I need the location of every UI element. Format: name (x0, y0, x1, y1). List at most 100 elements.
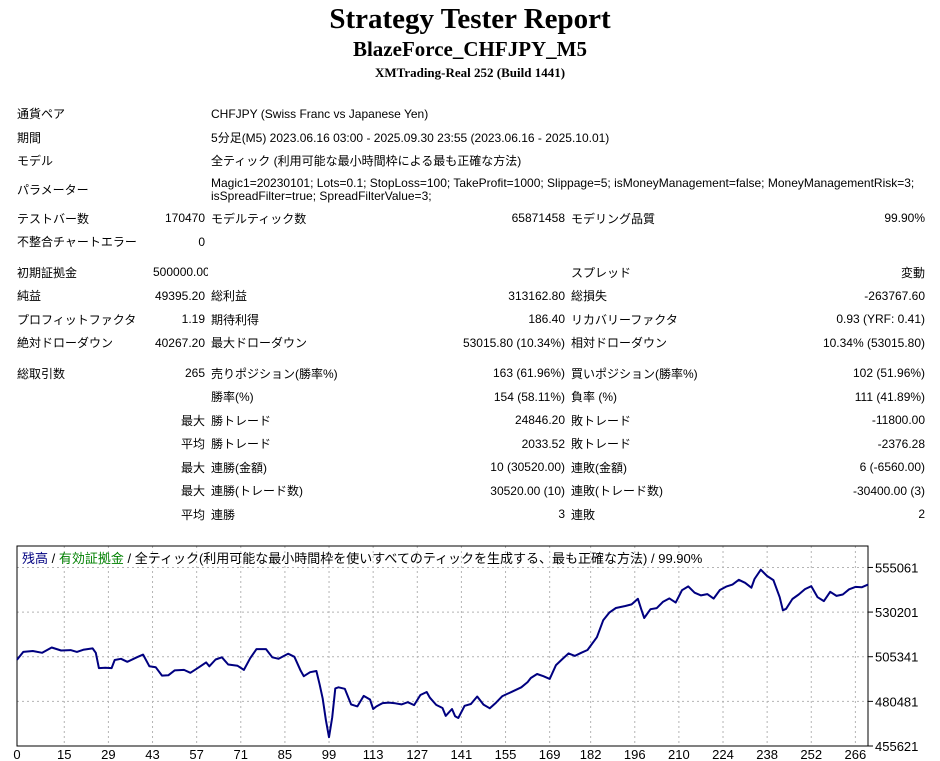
x-tick-17: 238 (756, 747, 778, 761)
row-parameters: パラメーター Magic1=20230101; Lots=0.1; StopLo… (14, 173, 928, 207)
short-value: 163 (61.96%) (492, 366, 566, 381)
row-profit-factor: プロフィットファクタ 1.19 期待利得 186.40 リカバリーファクタ 0.… (14, 308, 928, 332)
trades-value: 265 (184, 366, 206, 381)
avg-word: 平均 (181, 437, 206, 452)
y-tick-3: 530201 (875, 605, 918, 620)
row-max-trade: 最大 勝トレード 24846.20 敗トレード -11800.00 (14, 409, 928, 433)
row-bars: テストバー数 170470 モデルティック数 65871458 モデリング品質 … (14, 207, 928, 231)
x-tick-13: 182 (580, 747, 602, 761)
spread-value: 変動 (901, 265, 926, 280)
avg-loss-trade-value: -2376.28 (877, 436, 926, 451)
row-period: 期間 5分足(M5) 2023.06.16 03:00 - 2025.09.30… (14, 126, 928, 150)
period-label: 期間 (17, 130, 42, 145)
balance-line (16, 568, 869, 739)
bars-label: テストバー数 (17, 211, 90, 226)
x-tick-11: 155 (495, 747, 517, 761)
balance-chart: 残高 / 有効証拠金 / 全ティック(利用可能な最小時間枠を使いすべてのティック… (13, 545, 918, 761)
legend-sep-1: / (48, 551, 59, 566)
loss-rate-value: 111 (41.89%) (854, 389, 926, 404)
deposit-value: 500000.00 (153, 265, 209, 280)
ticks-value: 65871458 (511, 211, 566, 226)
max-dd-value: 53015.80 (10.34%) (462, 335, 566, 350)
expected-value: 186.40 (528, 312, 566, 327)
y-tick-4: 555061 (875, 560, 918, 575)
max-dd-label: 最大ドローダウン (211, 336, 308, 351)
rel-dd-label: 相対ドローダウン (571, 336, 668, 351)
model-label: モデル (17, 154, 54, 169)
gross-loss-value: -263767.60 (864, 288, 926, 303)
x-tick-7: 99 (322, 747, 336, 761)
recovery-value: 0.93 (YRF: 0.41) (836, 312, 926, 327)
row-trades: 総取引数 265 売りポジション(勝率%) 163 (61.96%) 買いポジシ… (14, 362, 928, 386)
cons-win-trades-value: 30520.00 (10) (490, 483, 566, 498)
max-word-2: 最大 (181, 460, 206, 475)
row-avg-trade: 平均 勝トレード 2033.52 敗トレード -2376.28 (14, 432, 928, 456)
row-win-rate: 勝率(%) 154 (58.11%) 負率 (%) 111 (41.89%) (14, 385, 928, 409)
recovery-label: リカバリーファクタ (571, 312, 678, 327)
pf-label: プロフィットファクタ (17, 312, 137, 327)
report-title: Strategy Tester Report (329, 3, 611, 35)
win-rate-value: 154 (58.11%) (493, 389, 566, 404)
short-label: 売りポジション(勝率%) (211, 366, 338, 381)
avg-cons-win-label: 連勝 (211, 507, 236, 522)
symbol-value: CHFJPY (Swiss Franc vs Japanese Yen) (211, 106, 429, 121)
max-word-3: 最大 (181, 484, 206, 499)
net-label: 純益 (17, 289, 42, 304)
legend-balance: 残高 (22, 551, 48, 566)
trades-label: 総取引数 (17, 366, 66, 381)
avg-word-2: 平均 (181, 507, 206, 522)
x-tick-6: 85 (278, 747, 292, 761)
row-net: 純益 49395.20 総利益 313162.80 総損失 -263767.60 (14, 284, 928, 308)
period-value: 5分足(M5) 2023.06.16 03:00 - 2025.09.30 23… (211, 130, 610, 145)
x-tick-15: 210 (668, 747, 690, 761)
report-table: 通貨ペア CHFJPY (Swiss Franc vs Japanese Yen… (14, 102, 928, 526)
row-model: モデル 全ティック (利用可能な最小時間枠による最も正確な方法) (14, 149, 928, 173)
mismatch-value: 0 (198, 234, 206, 249)
legend-sep-3: / (647, 551, 658, 566)
max-win-trade-value: 24846.20 (514, 413, 566, 428)
long-value: 102 (51.96%) (852, 366, 926, 381)
y-tick-2: 505341 (875, 650, 918, 665)
x-tick-3: 43 (145, 747, 159, 761)
gross-profit-label: 総利益 (211, 289, 248, 304)
chart-legend: 残高 / 有効証拠金 / 全ティック(利用可能な最小時間枠を使いすべてのティック… (22, 551, 703, 566)
params-value: Magic1=20230101; Lots=0.1; StopLoss=100;… (211, 175, 915, 203)
abs-dd-value: 40267.20 (154, 335, 206, 350)
row-deposit: 初期証拠金 500000.00 スプレッド 変動 (14, 261, 928, 285)
x-axis-ticks: 0 15 29 43 57 71 85 99 113 127 141 155 169 182 196 210 2… (13, 747, 866, 761)
y-axis-ticks: 455621 480481 505341 530201 555061 (868, 560, 918, 754)
max-loss-trade-value: -11800.00 (871, 413, 926, 428)
quality-label: モデリング品質 (571, 211, 656, 226)
row-cons-amount: 最大 連勝(金額) 10 (30520.00) 連敗(金額) 6 (-6560.… (14, 456, 928, 480)
cons-loss-amount-value: 6 (-6560.00) (859, 460, 926, 475)
x-tick-16: 224 (712, 747, 734, 761)
row-cons-trades: 最大 連勝(トレード数) 30520.00 (10) 連敗(トレード数) -30… (14, 479, 928, 503)
cons-loss-trades-label: 連敗(トレード数) (571, 484, 664, 499)
x-tick-2: 29 (101, 747, 115, 761)
row-symbol: 通貨ペア CHFJPY (Swiss Franc vs Japanese Yen… (14, 102, 928, 126)
x-tick-19: 266 (845, 747, 867, 761)
legend-quality: 99.90% (658, 551, 703, 566)
loss-rate-label: 負率 (%) (571, 390, 618, 405)
cons-win-trades-label: 連勝(トレード数) (211, 484, 304, 499)
model-value: 全ティック (利用可能な最小時間枠による最も正確な方法) (211, 154, 522, 169)
deposit-label: 初期証拠金 (17, 265, 78, 280)
max-win-trade-label: 勝トレード (211, 413, 272, 428)
bars-value: 170470 (164, 211, 206, 226)
avg-cons-win-value: 3 (558, 507, 566, 522)
avg-cons-loss-value: 2 (918, 507, 926, 522)
chart-frame (16, 545, 869, 747)
x-tick-1: 15 (57, 747, 71, 761)
rel-dd-value: 10.34% (53015.80) (822, 335, 926, 350)
x-tick-10: 141 (451, 747, 473, 761)
cons-loss-trades-value: -30400.00 (3) (852, 483, 926, 498)
x-tick-5: 71 (234, 747, 248, 761)
avg-cons-loss-label: 連敗 (571, 507, 596, 522)
x-tick-9: 127 (406, 747, 428, 761)
spread-label: スプレッド (571, 265, 632, 280)
legend-sep-2: / (124, 551, 135, 566)
pf-value: 1.19 (181, 312, 206, 327)
x-tick-18: 252 (800, 747, 822, 761)
x-tick-0: 0 (13, 747, 20, 761)
row-drawdown: 絶対ドローダウン 40267.20 最大ドローダウン 53015.80 (10.… (14, 331, 928, 355)
